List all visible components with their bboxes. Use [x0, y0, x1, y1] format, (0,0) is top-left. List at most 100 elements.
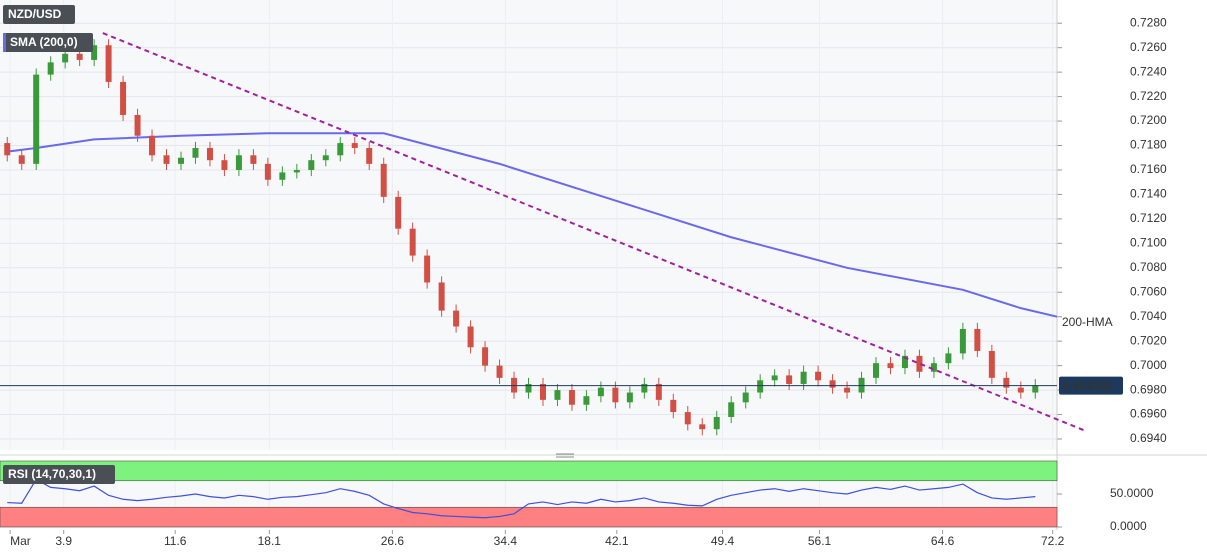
candle-body	[539, 383, 546, 400]
candle-body	[641, 383, 648, 393]
candle-body	[149, 135, 156, 156]
candle-body	[959, 328, 966, 354]
candle-body	[800, 371, 807, 384]
candle-body	[192, 147, 199, 158]
y-tick-label: 0.7000	[1130, 358, 1167, 372]
candle-body	[612, 387, 619, 403]
candle-body	[235, 155, 242, 170]
x-tick-label: 64.6	[931, 534, 955, 548]
candle-body	[916, 355, 923, 372]
candle-body	[670, 399, 677, 413]
candle-body	[250, 155, 257, 164]
y-tick-label: 0.7180	[1130, 138, 1167, 152]
candle-body	[742, 392, 749, 403]
candle-body	[351, 143, 358, 148]
candle-body	[308, 160, 315, 170]
rsi-line	[7, 478, 1036, 519]
candle-body	[1003, 377, 1010, 388]
sma-legend-box	[3, 33, 93, 52]
candle-body	[496, 365, 503, 378]
candle-body	[655, 383, 662, 400]
x-tick-label: 11.6	[164, 534, 187, 548]
rsi-tick-label: 50.0000	[1110, 486, 1154, 500]
candle-body	[4, 143, 11, 156]
candle-body	[945, 353, 952, 364]
y-tick-label: 0.7080	[1130, 260, 1167, 274]
candle-body	[322, 155, 329, 161]
candle-body	[91, 45, 98, 60]
candle-body	[33, 74, 40, 164]
candle-body	[120, 81, 127, 115]
candle-body	[1032, 385, 1039, 393]
y-tick-label: 0.7100	[1130, 236, 1167, 250]
rsi-tick-label: 0.0000	[1110, 519, 1147, 533]
y-tick-label: 0.6940	[1130, 431, 1167, 445]
sma-legend: SMA (200,0)	[10, 35, 78, 49]
candle-body	[134, 114, 141, 136]
last-price-box	[1059, 376, 1123, 395]
x-tick-label: Mar	[10, 534, 31, 548]
candle-body	[786, 375, 793, 384]
candle-body	[221, 160, 228, 170]
rsi-legend: RSI (14,70,30,1)	[8, 467, 96, 481]
candle-body	[728, 402, 735, 417]
candle-body	[583, 396, 590, 405]
candle-body	[206, 147, 213, 161]
last-price-label: 0.698365	[1063, 379, 1113, 393]
x-tick-label: 26.6	[381, 534, 405, 548]
candle-body	[1017, 387, 1024, 393]
y-tick-label: 0.6960	[1130, 407, 1167, 421]
y-tick-label: 0.7040	[1130, 309, 1167, 323]
candle-body	[974, 328, 981, 351]
candle-body	[873, 363, 880, 378]
y-tick-label: 0.7060	[1130, 284, 1167, 298]
x-tick-label: 34.4	[494, 534, 518, 548]
candle-body	[467, 326, 474, 348]
candle-body	[409, 228, 416, 256]
candle-body	[844, 387, 851, 393]
y-tick-label: 0.7260	[1130, 40, 1167, 54]
price-panel	[0, 0, 1057, 450]
y-tick-label: 0.7140	[1130, 187, 1167, 201]
candle-body	[554, 390, 561, 400]
candle-body	[901, 355, 908, 369]
rsi-lower-band	[0, 506, 1058, 528]
candle-body	[424, 255, 431, 283]
y-tick-label: 0.7020	[1130, 333, 1167, 347]
x-tick-label: 3.9	[55, 534, 72, 548]
title-box	[3, 5, 75, 24]
candle-body	[279, 172, 286, 180]
sma-line	[7, 132, 1058, 318]
x-tick-label: 18.1	[258, 534, 282, 548]
candle-body	[163, 155, 170, 164]
candle-body	[525, 383, 532, 393]
candle-body	[713, 416, 720, 430]
candle-body	[757, 380, 764, 393]
candle-body	[264, 163, 271, 180]
y-tick-label: 0.7220	[1130, 89, 1167, 103]
y-tick-label: 0.6980	[1130, 382, 1167, 396]
candle-body	[815, 371, 822, 381]
candle-body	[453, 310, 460, 327]
y-tick-label: 0.7280	[1130, 15, 1167, 29]
candle-body	[771, 375, 778, 381]
candle-body	[395, 196, 402, 229]
rsi-upper-band	[0, 460, 1058, 482]
candle-body	[62, 53, 69, 63]
candle-body	[337, 143, 344, 156]
y-tick-label: 0.7160	[1130, 162, 1167, 176]
candle-body	[482, 347, 489, 366]
candle-body	[829, 380, 836, 388]
candle-body	[699, 424, 706, 430]
sma-legend-swatch	[3, 33, 6, 52]
x-tick-label: 56.1	[808, 534, 832, 548]
chart-title: NZD/USD	[8, 7, 62, 21]
candle-body	[988, 350, 995, 378]
y-tick-label: 0.7120	[1130, 211, 1167, 225]
x-tick-label: 49.4	[711, 534, 735, 548]
candle-body	[76, 53, 83, 60]
candle-body	[177, 157, 184, 164]
candle-body	[18, 155, 25, 164]
candle-body	[47, 62, 54, 75]
